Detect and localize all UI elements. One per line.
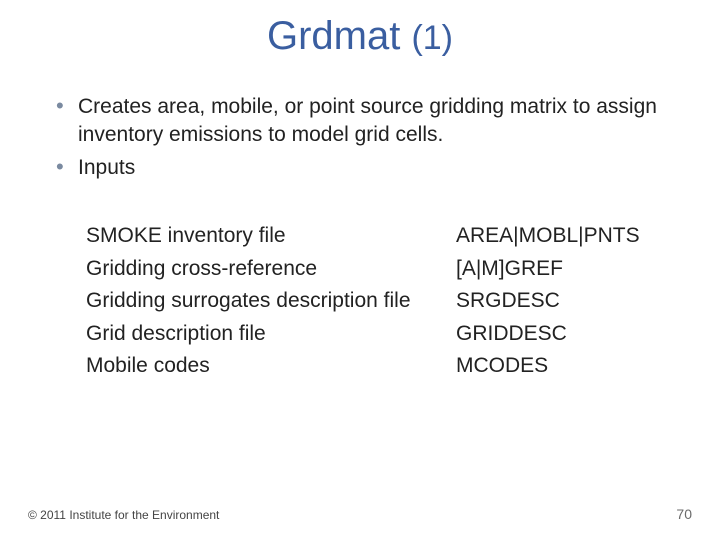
copyright-text: © 2011 Institute for the Environment [28, 508, 219, 522]
content-area: Creates area, mobile, or point source gr… [0, 67, 720, 383]
input-description: Mobile codes [86, 350, 456, 383]
input-code: GRIDDESC [456, 318, 672, 351]
footer: © 2011 Institute for the Environment 70 [28, 506, 692, 522]
table-row: Gridding cross-reference [A|M]GREF [86, 253, 672, 286]
inputs-table: SMOKE inventory file AREA|MOBL|PNTS Grid… [48, 212, 672, 383]
slide: Grdmat (1) Creates area, mobile, or poin… [0, 0, 720, 540]
input-code: MCODES [456, 350, 672, 383]
table-row: Gridding surrogates description file SRG… [86, 285, 672, 318]
bullet-item: Creates area, mobile, or point source gr… [48, 93, 672, 150]
input-description: SMOKE inventory file [86, 220, 456, 253]
title-main: Grdmat [267, 14, 411, 58]
table-row: SMOKE inventory file AREA|MOBL|PNTS [86, 220, 672, 253]
input-code: [A|M]GREF [456, 253, 672, 286]
table-row: Grid description file GRIDDESC [86, 318, 672, 351]
slide-title: Grdmat (1) [0, 0, 720, 67]
table-row: Mobile codes MCODES [86, 350, 672, 383]
bullet-list: Creates area, mobile, or point source gr… [48, 93, 672, 182]
bullet-text: Inputs [78, 156, 135, 179]
title-paren: (1) [411, 19, 453, 57]
page-number: 70 [676, 506, 692, 522]
input-code: SRGDESC [456, 285, 672, 318]
input-code: AREA|MOBL|PNTS [456, 220, 672, 253]
input-description: Gridding surrogates description file [86, 285, 456, 318]
input-description: Grid description file [86, 318, 456, 351]
bullet-item: Inputs [48, 154, 672, 182]
input-description: Gridding cross-reference [86, 253, 456, 286]
bullet-text: Creates area, mobile, or point source gr… [78, 95, 657, 146]
